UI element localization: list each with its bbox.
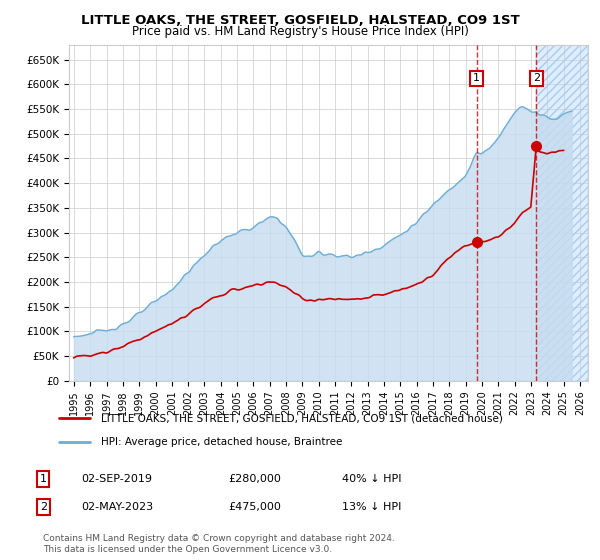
Text: 1: 1 (40, 474, 47, 484)
Text: 40% ↓ HPI: 40% ↓ HPI (342, 474, 401, 484)
Text: 02-MAY-2023: 02-MAY-2023 (81, 502, 153, 512)
Text: HPI: Average price, detached house, Braintree: HPI: Average price, detached house, Brai… (101, 436, 342, 446)
Text: 1: 1 (473, 73, 480, 83)
Text: This data is licensed under the Open Government Licence v3.0.: This data is licensed under the Open Gov… (43, 545, 332, 554)
Text: 02-SEP-2019: 02-SEP-2019 (81, 474, 152, 484)
Text: 2: 2 (533, 73, 540, 83)
Bar (536, 45, 588, 381)
Text: LITTLE OAKS, THE STREET, GOSFIELD, HALSTEAD, CO9 1ST (detached house): LITTLE OAKS, THE STREET, GOSFIELD, HALST… (101, 413, 503, 423)
Text: Price paid vs. HM Land Registry's House Price Index (HPI): Price paid vs. HM Land Registry's House … (131, 25, 469, 38)
Text: Contains HM Land Registry data © Crown copyright and database right 2024.: Contains HM Land Registry data © Crown c… (43, 534, 395, 543)
Text: £475,000: £475,000 (228, 502, 281, 512)
Text: LITTLE OAKS, THE STREET, GOSFIELD, HALSTEAD, CO9 1ST: LITTLE OAKS, THE STREET, GOSFIELD, HALST… (80, 14, 520, 27)
Bar (536, 45, 588, 381)
Text: 13% ↓ HPI: 13% ↓ HPI (342, 502, 401, 512)
Text: £280,000: £280,000 (228, 474, 281, 484)
Text: 2: 2 (40, 502, 47, 512)
